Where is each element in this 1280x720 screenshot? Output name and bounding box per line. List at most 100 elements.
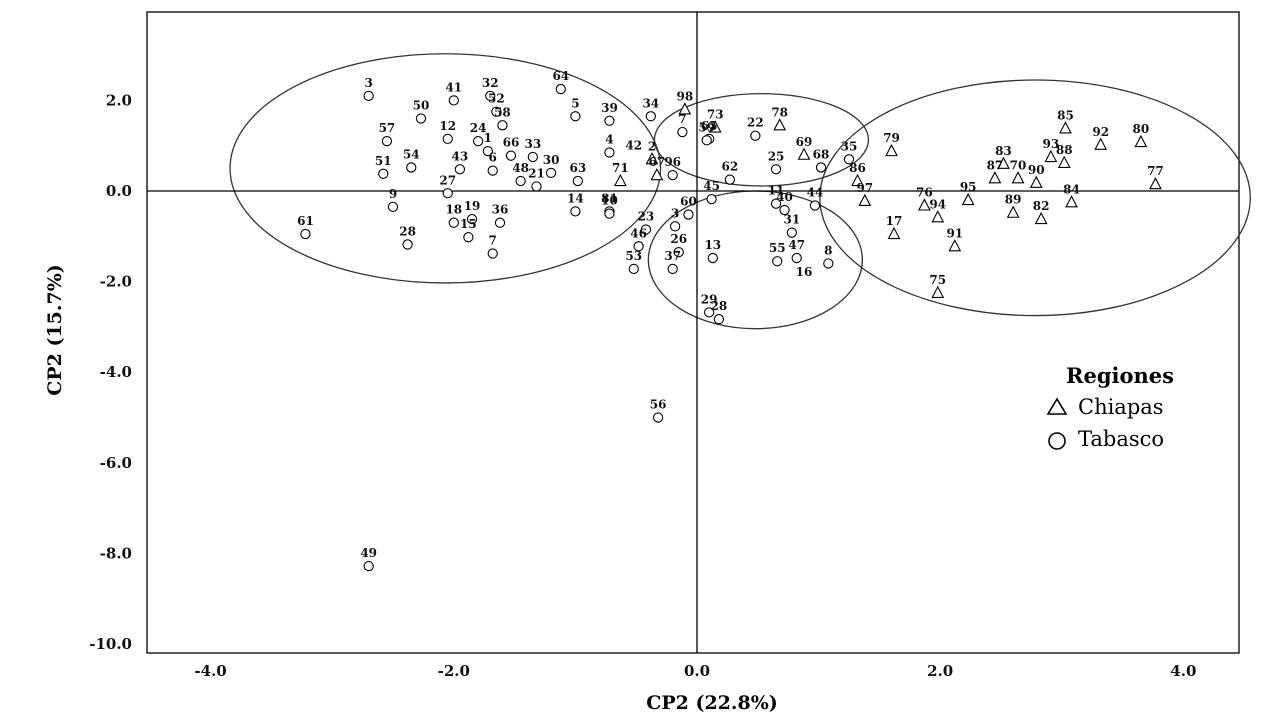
point-label: 33: [524, 137, 541, 151]
chiapas-point: [650, 167, 664, 181]
chiapas-point: [885, 143, 898, 157]
point-label: 50: [413, 99, 430, 113]
legend-label-tabasco: Tabasco: [1078, 427, 1164, 451]
point-label: 28: [399, 224, 416, 238]
point-label: 12: [439, 119, 456, 133]
tabasco-point: [515, 175, 526, 187]
tabasco-point: [640, 224, 652, 235]
point-label: 52: [488, 92, 505, 106]
chiapas-point: [988, 171, 1002, 184]
chiapas-point: [1065, 195, 1078, 208]
x-tick-label: -4.0: [194, 662, 226, 680]
y-axis-title: CP2 (15.7%): [44, 264, 66, 396]
point-label: 25: [768, 149, 785, 163]
point-label: 7: [489, 234, 497, 248]
point-label: 86: [849, 161, 866, 175]
tabasco-point: [628, 263, 639, 275]
legend: Regiones Chiapas Tabasco: [1046, 363, 1174, 451]
cluster-ellipse: [653, 92, 870, 187]
chiapas-point: [645, 152, 659, 165]
tabasco-point: [713, 314, 725, 325]
y-tick-label: -10.0: [89, 635, 132, 653]
tabasco-point: [772, 256, 783, 267]
point-label: 15: [460, 217, 477, 231]
tabasco-point: [779, 204, 790, 216]
chiapas-point: [948, 239, 962, 252]
tabasco-point: [706, 194, 717, 205]
point-label: 54: [403, 147, 420, 161]
point-label: 93: [1043, 137, 1060, 151]
point-label: 1: [484, 131, 492, 145]
point-label: 53: [625, 249, 642, 263]
point-label: 27: [439, 173, 456, 187]
chiapas-point: [1029, 175, 1043, 188]
point-label: 40: [776, 190, 793, 204]
tabasco-point: [667, 169, 678, 181]
point-label: 78: [771, 105, 788, 119]
point-label: 46: [630, 226, 647, 240]
point-label: 63: [569, 161, 586, 175]
chiapas-point: [851, 173, 864, 187]
point-label: 58: [494, 105, 511, 119]
tabasco-point: [667, 263, 678, 275]
point-label: 18: [445, 203, 462, 217]
y-tick-label: -4.0: [100, 363, 132, 381]
chiapas-point: [1034, 211, 1048, 225]
tabasco-point: [363, 560, 374, 572]
point-label: 26: [670, 232, 687, 246]
y-tick-label: 2.0: [106, 91, 132, 109]
point-label: 36: [492, 203, 509, 217]
point-label: 5: [571, 96, 579, 110]
chiapas-point: [1134, 134, 1148, 148]
cluster-ellipses: [229, 53, 1251, 330]
tabasco-point: [487, 248, 498, 259]
point-label: 28: [711, 299, 728, 313]
chiapas-point: [1011, 171, 1025, 184]
tabasco-point: [381, 136, 393, 147]
point-label: 89: [1005, 193, 1022, 207]
y-tick-label: -8.0: [100, 544, 132, 562]
point-label: 94: [929, 197, 946, 211]
point-label: 76: [916, 185, 933, 199]
tabasco-point: [545, 167, 557, 179]
point-label: 68: [813, 147, 830, 161]
tabasco-point: [406, 162, 417, 173]
tabasco-point: [491, 106, 502, 117]
point-label: 29: [701, 292, 718, 306]
tabasco-point: [300, 228, 311, 240]
point-label: 92: [1092, 125, 1109, 139]
point-label: 51: [375, 154, 392, 168]
tabasco-point: [677, 126, 688, 138]
point-label: 24: [470, 121, 487, 135]
chiapas-point: [887, 226, 901, 240]
tabasco-point: [724, 174, 735, 185]
legend-title: Regiones: [1066, 363, 1174, 388]
point-label: 6: [489, 151, 497, 165]
tabasco-point: [604, 115, 615, 126]
point-label: 37: [664, 249, 681, 263]
point-label: 48: [512, 161, 529, 175]
point-label: 2: [648, 139, 656, 153]
chiapas-point: [708, 120, 722, 133]
chiapas-point: [997, 156, 1010, 169]
tabasco-point: [472, 136, 484, 147]
chiapas-point: [1006, 205, 1020, 218]
tabasco-point: [791, 252, 802, 264]
tabasco-point: [402, 239, 413, 250]
point-label: 11: [768, 184, 785, 198]
point-label: 21: [528, 166, 545, 180]
legend-triangle-icon: [1046, 397, 1068, 415]
point-label: 82: [1033, 199, 1050, 213]
point-label: 35: [841, 139, 858, 153]
chiapas-point: [773, 118, 787, 131]
point-label: 47: [788, 238, 805, 252]
chiapas-point: [1059, 121, 1072, 134]
chiapas-point: [1044, 149, 1058, 163]
tabasco-point: [707, 252, 718, 264]
point-label: 4: [605, 132, 613, 146]
point-label: 73: [707, 108, 724, 122]
point-label: 49: [360, 546, 377, 560]
tabasco-point: [645, 111, 656, 122]
tabasco-point: [487, 165, 498, 176]
tabasco-point: [770, 164, 782, 175]
